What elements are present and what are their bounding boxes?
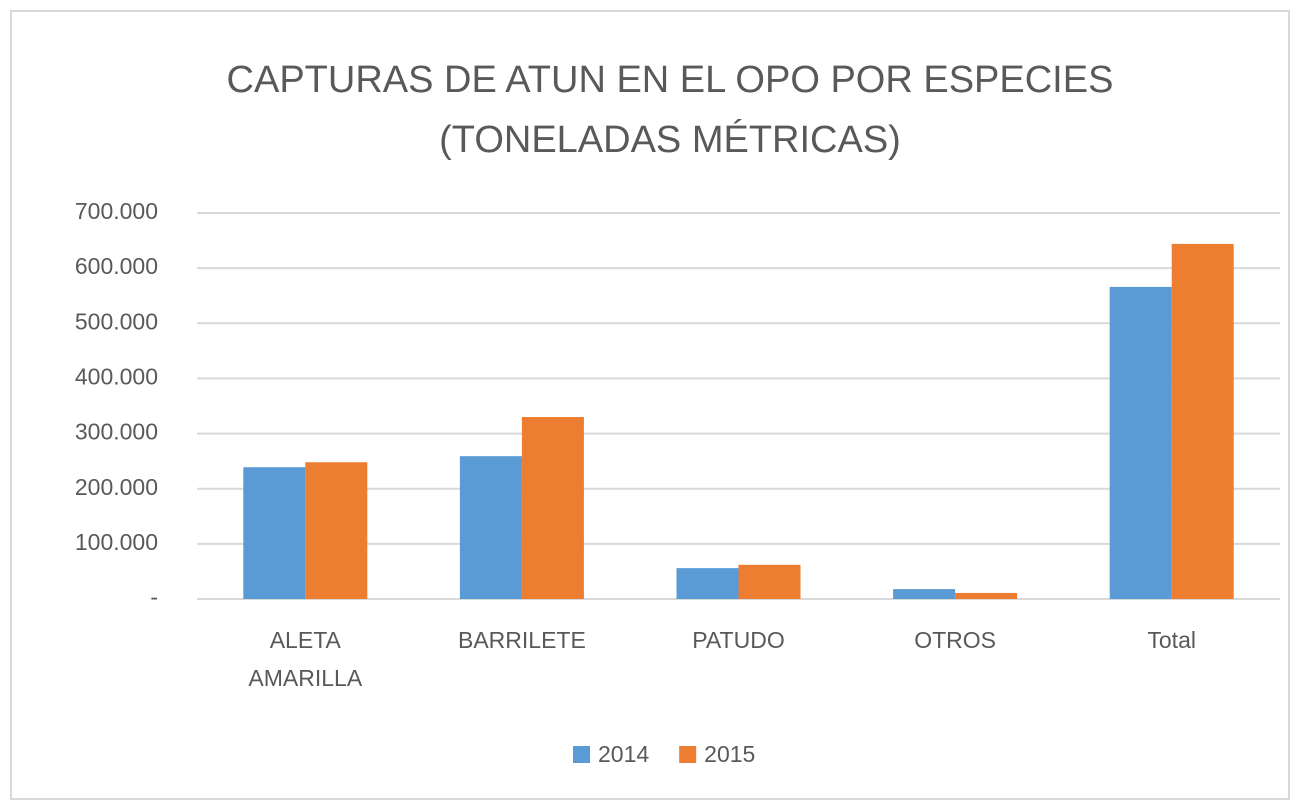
bar (459, 456, 522, 599)
bar (305, 462, 368, 599)
chart-frame (10, 10, 1290, 800)
y-tick-label: 200.000 (75, 474, 158, 500)
bar (521, 417, 584, 599)
x-tick-label: Total (1147, 627, 1196, 653)
y-tick-label: 600.000 (75, 253, 158, 279)
x-tick-label: OTROS (914, 627, 996, 653)
bar (1171, 243, 1234, 599)
bar (676, 568, 739, 599)
bar (893, 589, 956, 599)
y-tick-label: 400.000 (75, 364, 158, 390)
legend-swatch (573, 746, 590, 763)
y-tick-label: 100.000 (75, 529, 158, 555)
y-tick-label: - (150, 584, 158, 610)
y-tick-label: 500.000 (75, 308, 158, 334)
bar (243, 467, 306, 599)
bar (1109, 286, 1172, 599)
x-tick-label: PATUDO (692, 627, 784, 653)
legend-label: 2015 (704, 741, 755, 767)
bar (738, 564, 801, 599)
y-tick-label: 700.000 (75, 198, 158, 224)
bar (955, 592, 1018, 599)
x-tick-label: BARRILETE (458, 627, 586, 653)
y-tick-label: 300.000 (75, 419, 158, 445)
legend-swatch (679, 746, 697, 763)
x-tick-label: ALETA AMARILLA (248, 627, 362, 691)
chart-title: CAPTURAS DE ATUN EN EL OPO POR ESPECIES … (226, 59, 1114, 161)
legend-label: 2014 (598, 741, 649, 767)
